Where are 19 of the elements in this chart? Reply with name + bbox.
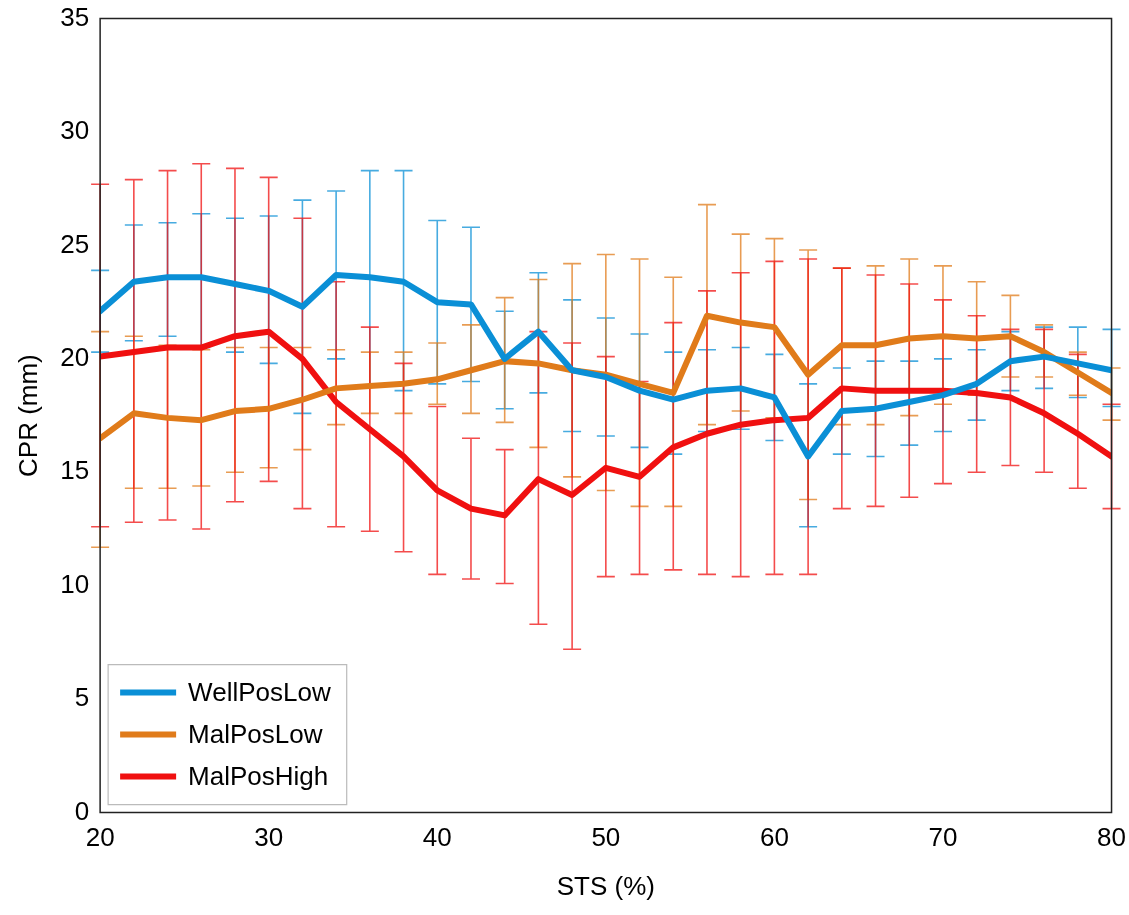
x-tick-label: 70 — [928, 822, 958, 853]
x-tick-label: 30 — [254, 822, 284, 853]
x-tick-label: 60 — [759, 822, 789, 853]
y-tick-label: 25 — [60, 228, 90, 259]
legend-label: MalPosLow — [188, 718, 323, 749]
y-tick-label: 5 — [74, 682, 90, 713]
x-axis-title: STS (%) — [556, 870, 655, 901]
y-tick-label: 0 — [74, 795, 90, 826]
legend-label: MalPosHigh — [188, 760, 329, 791]
y-tick-label: 15 — [60, 455, 90, 486]
x-tick-label: 50 — [591, 822, 621, 853]
y-tick-label: 30 — [60, 115, 90, 146]
x-tick-label: 80 — [1097, 822, 1126, 853]
legend-label: WellPosLow — [188, 676, 331, 707]
y-tick-label: 35 — [60, 1, 90, 32]
y-axis-title: CPR (mm) — [12, 354, 43, 477]
y-tick-label: 10 — [60, 568, 90, 599]
y-tick-label: 20 — [60, 342, 90, 373]
x-tick-label: 40 — [422, 822, 452, 853]
